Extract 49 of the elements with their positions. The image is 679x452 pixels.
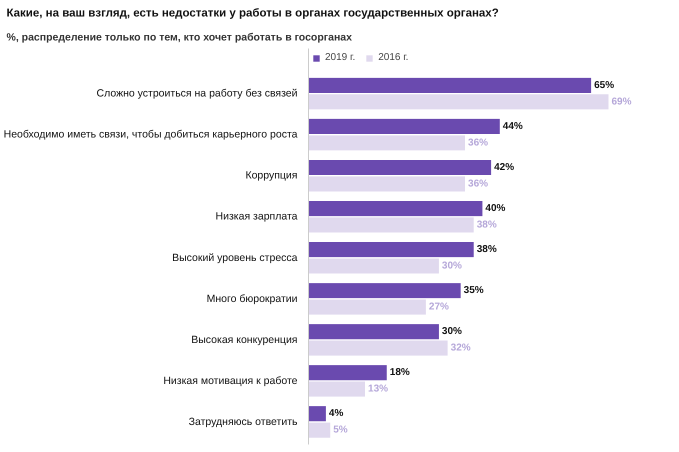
data-label: 35% [464,285,484,296]
bar [308,78,592,93]
y-tick-label: Сложно устроиться на работу без связей [96,88,298,100]
bar [308,160,492,176]
data-label: 32% [450,342,471,354]
data-label: 40% [485,203,506,214]
data-label: 36% [468,137,488,148]
y-tick-label: Высокий уровень стресса [172,252,298,264]
bar [308,258,439,274]
text: %, распределение только по тем, кто хочет работать в госорганах [6,32,352,44]
y-tick-label: Низкая мотивация к работе [163,374,298,387]
bar [308,217,474,233]
data-label: 13% [368,384,388,395]
bar [308,135,466,150]
data-label: 27% [428,302,450,313]
data-label: 36% [468,178,488,190]
bar [308,406,326,422]
data-label: 69% [612,96,632,108]
y-tick-label: Коррупция [245,170,298,182]
bar [308,299,426,315]
y-tick-label: Необходимо иметь связи, чтобы добиться карьерного роста [4,128,298,141]
bar [308,422,330,438]
y-tick-label: Низкая зарплата [216,210,298,223]
bar [308,118,500,134]
data-label: 4% [328,408,344,420]
chart-title: Какие, на ваш взгляд, есть недостатки у работы в органах государственных органах? [6,8,499,20]
bar [308,94,608,110]
bar [308,340,448,356]
data-label: 5% [333,424,348,436]
bar [308,283,461,298]
bar [308,382,366,397]
y-tick-label: Высокая конкуренция [191,334,298,346]
data-label: 65% [594,80,614,91]
data-label: 38% [476,244,497,256]
bar [308,176,466,192]
bar [308,324,439,340]
legend-label: 2019 г. [325,52,356,63]
data-label: 42% [494,162,514,174]
legend-label: 2016 г. [378,52,408,63]
bar [308,242,474,258]
y-tick-label: Много бюрократии [206,292,298,305]
bar [308,200,482,216]
y-tick-label: Затрудняюсь ответить [188,416,298,428]
data-label: 44% [502,120,523,132]
data-label: 30% [442,260,462,272]
data-label: 30% [442,326,462,338]
data-label: 38% [476,219,497,230]
data-label: 18% [390,367,410,378]
bar [308,365,387,380]
